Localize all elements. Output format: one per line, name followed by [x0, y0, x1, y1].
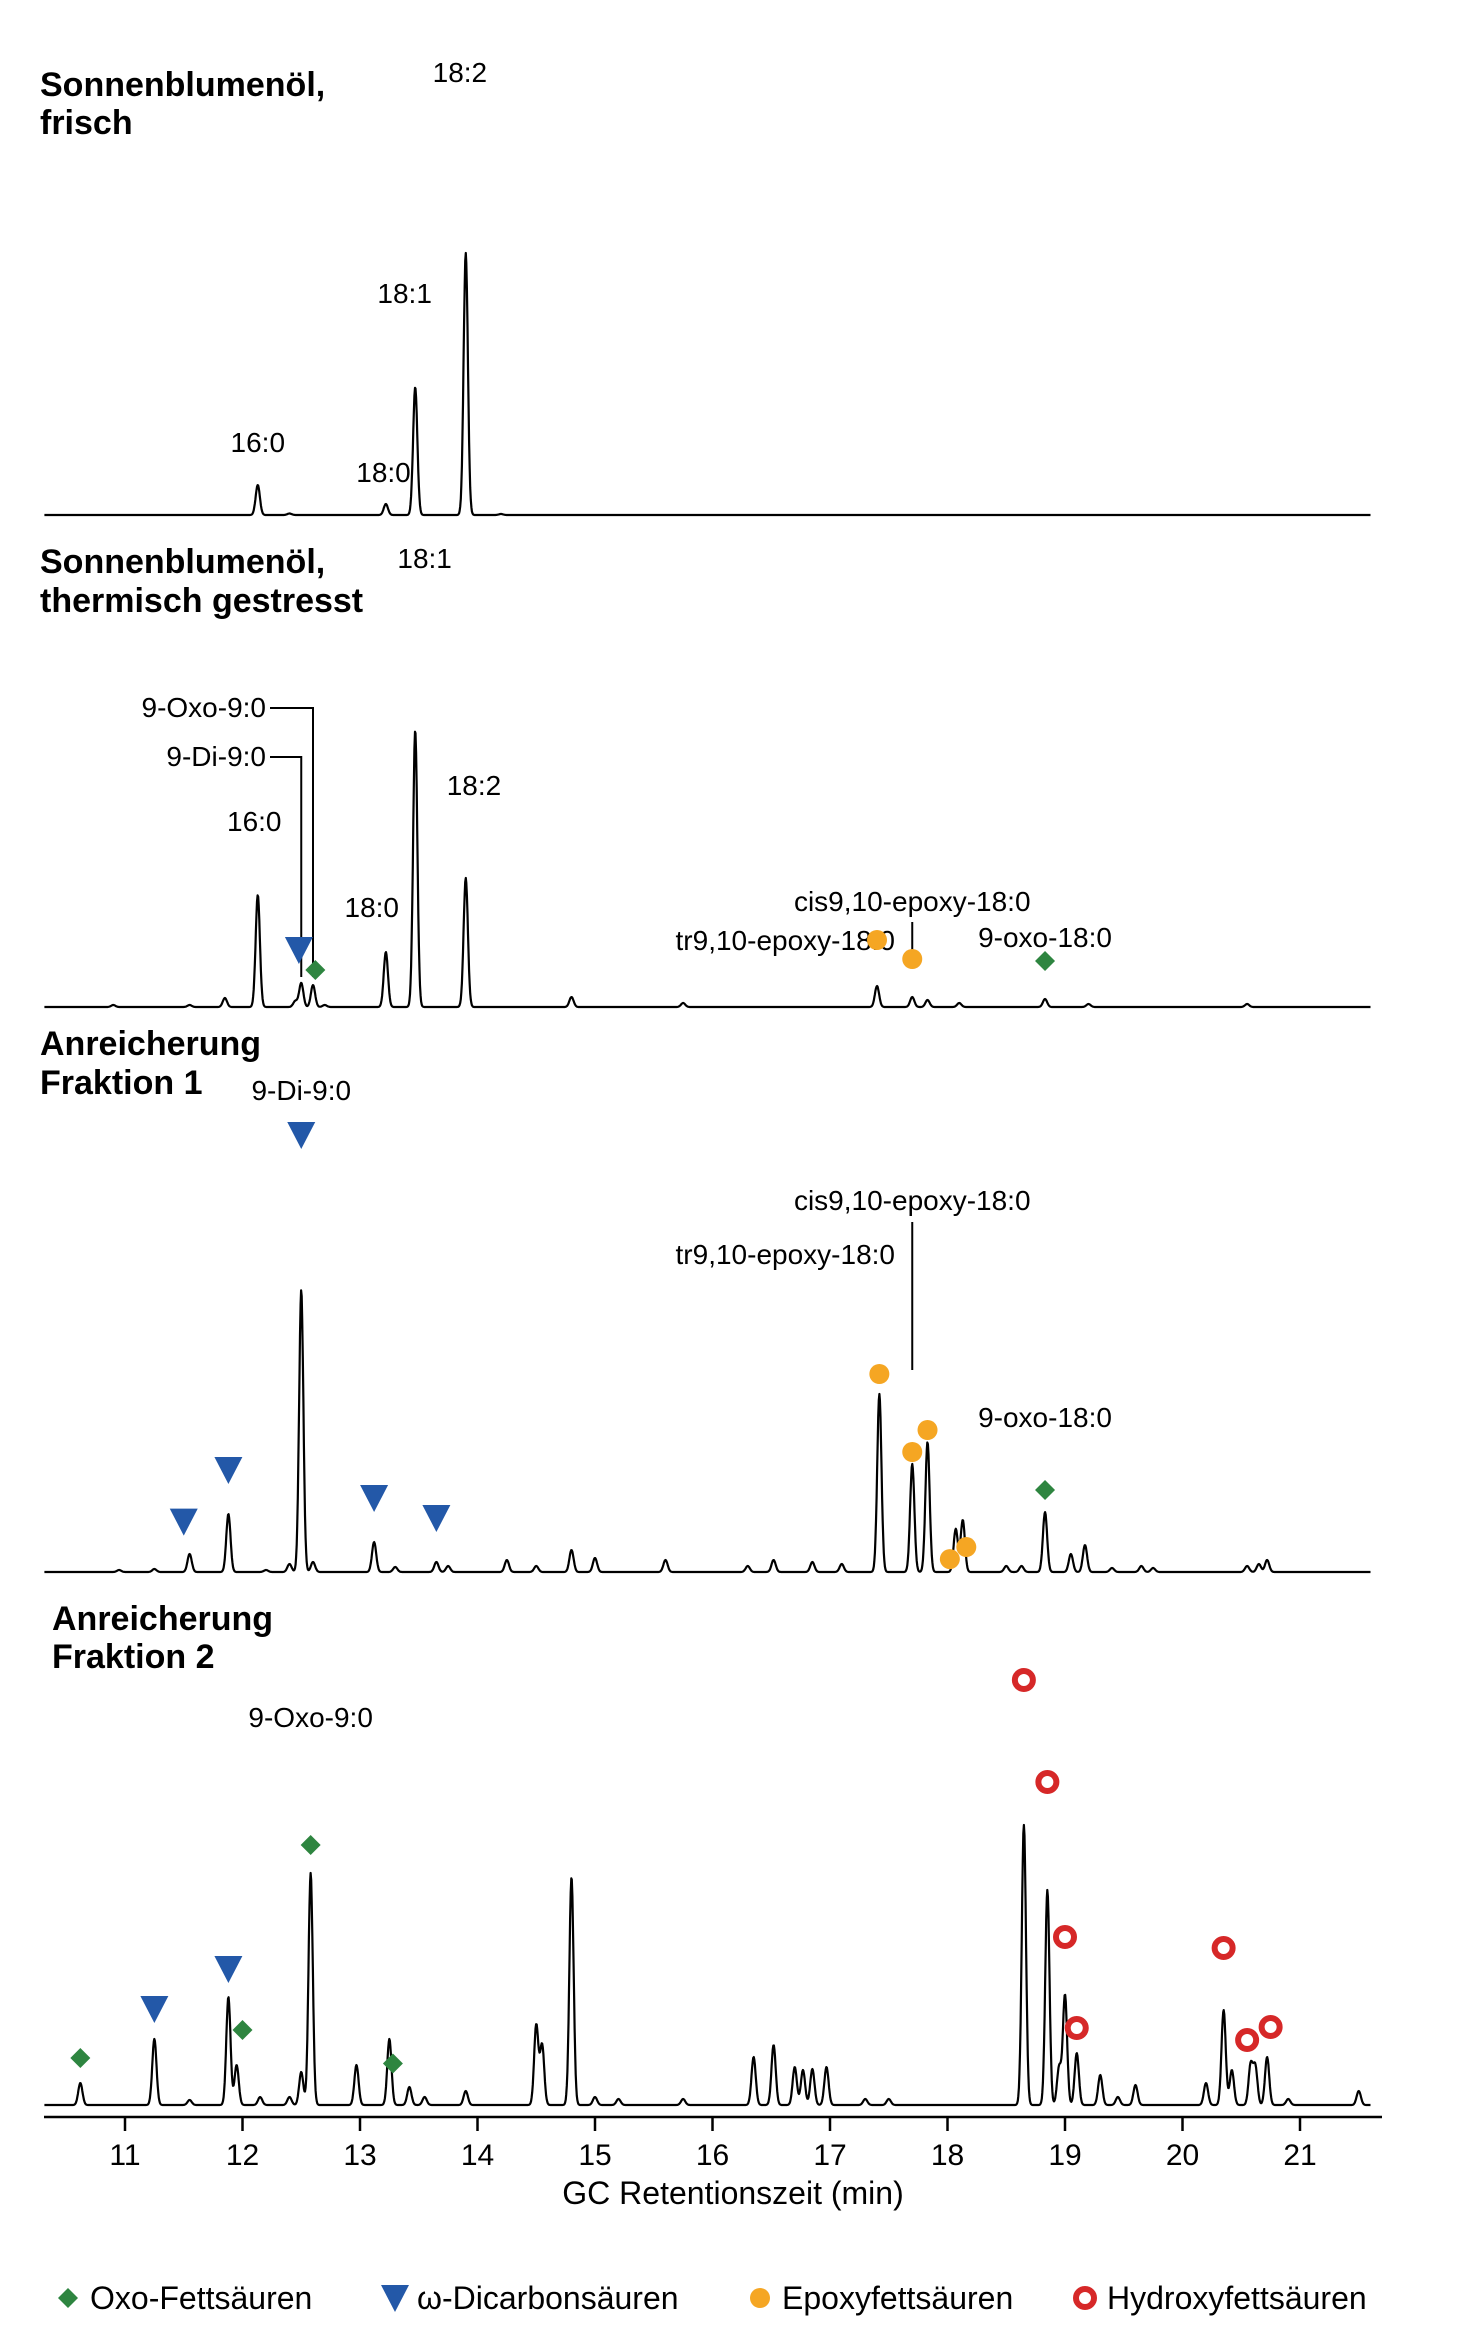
hydroxy-marker — [1073, 2286, 1097, 2310]
oxo-marker — [1035, 951, 1056, 971]
epoxy-marker — [939, 1549, 960, 1570]
peak-label: 9-Di-9:0 — [251, 1075, 351, 1106]
dicarbon-marker — [422, 1505, 451, 1532]
hydroxy-marker — [1235, 2028, 1260, 2052]
epoxy-marker — [867, 930, 887, 950]
x-tick-label: 12 — [226, 2139, 259, 2172]
label-leader-line — [270, 756, 303, 977]
oxo-marker — [58, 2288, 78, 2308]
x-tick-label: 21 — [1283, 2139, 1316, 2172]
legend-label: ω-Dicarbonsäuren — [417, 2280, 679, 2316]
panel-title-line: frisch — [40, 104, 133, 142]
peak-label: cis9,10-epoxy-18:0 — [794, 1185, 1031, 1216]
hydroxy-marker — [1011, 1668, 1036, 1692]
dicarbon-marker — [287, 1122, 316, 1149]
label-leader-line — [270, 707, 314, 977]
peak-label: 16:0 — [231, 427, 286, 458]
peak-label: 9-Oxo-9:0 — [248, 1702, 373, 1733]
legend-label: Epoxyfettsäuren — [782, 2280, 1013, 2316]
panel-title-line: Sonnenblumenöl, — [40, 66, 325, 104]
oxo-marker — [382, 2053, 403, 2074]
panel-title-line: Fraktion 1 — [40, 1064, 202, 1102]
dicarbon-marker — [169, 1508, 198, 1536]
panel-title-line: Fraktion 2 — [52, 1638, 214, 1676]
peak-label: 16:0 — [227, 806, 282, 837]
legend-label: Oxo-Fettsäuren — [90, 2280, 312, 2316]
x-tick-label: 16 — [696, 2139, 729, 2172]
oxo-marker — [300, 1834, 321, 1855]
oxo-marker — [1035, 1480, 1056, 1500]
x-tick-label: 18 — [931, 2139, 964, 2172]
epoxy-marker — [917, 1420, 938, 1440]
epoxy-marker — [750, 2288, 770, 2308]
peak-label: 9-Di-9:0 — [166, 741, 266, 772]
dicarbon-marker — [360, 1485, 389, 1512]
peak-label: 18:0 — [345, 892, 400, 923]
chromatogram-trace — [43, 1823, 1371, 2107]
peak-label: 9-oxo-18:0 — [978, 1402, 1112, 1433]
peak-label: 9-Oxo-9:0 — [142, 692, 267, 723]
peak-label: tr9,10-epoxy-18:0 — [676, 1239, 895, 1270]
x-tick-label: 19 — [1048, 2139, 1081, 2172]
peak-label: 18:0 — [356, 457, 411, 488]
peak-label: 18:2 — [447, 770, 502, 801]
hydroxy-marker — [1211, 1936, 1236, 1960]
hydroxy-marker — [1064, 2016, 1089, 2040]
chromatogram-trace — [43, 730, 1371, 1009]
dicarbon-marker — [381, 2285, 409, 2312]
x-tick-label: 13 — [343, 2139, 376, 2172]
epoxy-marker — [869, 1364, 890, 1384]
hydroxy-marker — [1258, 2015, 1283, 2039]
hydroxy-marker — [1035, 1770, 1060, 1794]
dicarbon-marker — [214, 1955, 243, 1983]
x-tick-label: 14 — [461, 2139, 494, 2172]
peak-label: 18:1 — [377, 278, 432, 309]
peak-label: 18:1 — [397, 543, 452, 574]
peak-label: cis9,10-epoxy-18:0 — [794, 886, 1031, 917]
panel-title-line: thermisch gestresst — [40, 582, 363, 620]
peak-label: 9-oxo-18:0 — [978, 922, 1112, 953]
panel-title-line: Sonnenblumenöl, — [40, 543, 325, 581]
dicarbon-marker — [214, 1457, 243, 1484]
x-tick-label: 15 — [578, 2139, 611, 2172]
peak-label: 18:2 — [433, 57, 488, 88]
oxo-marker — [232, 2020, 253, 2040]
x-tick-label: 11 — [109, 2139, 140, 2172]
epoxy-marker — [956, 1537, 977, 1558]
peak-label: tr9,10-epoxy-18:0 — [676, 925, 895, 956]
oxo-marker — [305, 960, 326, 980]
x-tick-label: 17 — [813, 2139, 846, 2172]
dicarbon-marker — [284, 937, 313, 964]
x-axis-title: GC Retentionszeit (min) — [562, 2175, 903, 2211]
epoxy-marker — [902, 949, 923, 969]
legend-label: Hydroxyfettsäuren — [1107, 2280, 1367, 2316]
panel-title-line: Anreicherung — [52, 1600, 273, 1638]
dicarbon-marker — [140, 1996, 169, 2023]
x-tick-label: 20 — [1166, 2139, 1199, 2172]
chromatogram-trace — [43, 1289, 1371, 1574]
chromatogram-trace — [43, 251, 1371, 517]
hydroxy-marker — [1053, 1925, 1077, 1949]
oxo-marker — [70, 2048, 91, 2068]
epoxy-marker — [902, 1442, 923, 1462]
panel-title-line: Anreicherung — [40, 1025, 261, 1063]
